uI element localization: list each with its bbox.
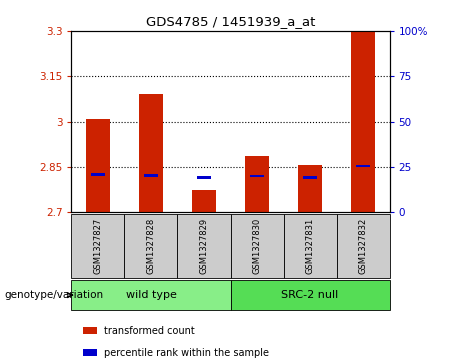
Text: genotype/variation: genotype/variation — [5, 290, 104, 300]
Bar — [71, 280, 230, 310]
Text: GSM1327830: GSM1327830 — [253, 218, 261, 274]
Bar — [351, 31, 375, 212]
Text: GSM1327832: GSM1327832 — [359, 218, 367, 274]
Bar — [197, 176, 211, 179]
Bar — [83, 327, 97, 334]
Bar — [86, 119, 110, 212]
Text: percentile rank within the sample: percentile rank within the sample — [104, 348, 269, 358]
Text: GSM1327827: GSM1327827 — [94, 218, 102, 274]
Bar — [177, 214, 230, 278]
Bar — [192, 190, 216, 212]
Bar — [230, 214, 284, 278]
Bar — [303, 176, 317, 179]
Text: transformed count: transformed count — [104, 326, 195, 336]
Text: GSM1327828: GSM1327828 — [147, 218, 155, 274]
Bar — [230, 280, 390, 310]
Text: wild type: wild type — [125, 290, 177, 300]
Bar — [91, 173, 105, 176]
Text: SRC-2 null: SRC-2 null — [281, 290, 339, 300]
Bar — [83, 349, 97, 356]
Bar — [71, 214, 124, 278]
Bar — [337, 214, 390, 278]
Bar — [144, 174, 158, 176]
Bar — [250, 175, 264, 178]
Bar — [245, 156, 269, 212]
Bar — [284, 214, 337, 278]
Bar — [124, 214, 177, 278]
Text: GSM1327829: GSM1327829 — [200, 218, 208, 274]
Text: GSM1327831: GSM1327831 — [306, 218, 314, 274]
Title: GDS4785 / 1451939_a_at: GDS4785 / 1451939_a_at — [146, 15, 315, 28]
Bar — [298, 166, 322, 212]
Bar — [356, 165, 370, 167]
Bar — [139, 94, 163, 212]
